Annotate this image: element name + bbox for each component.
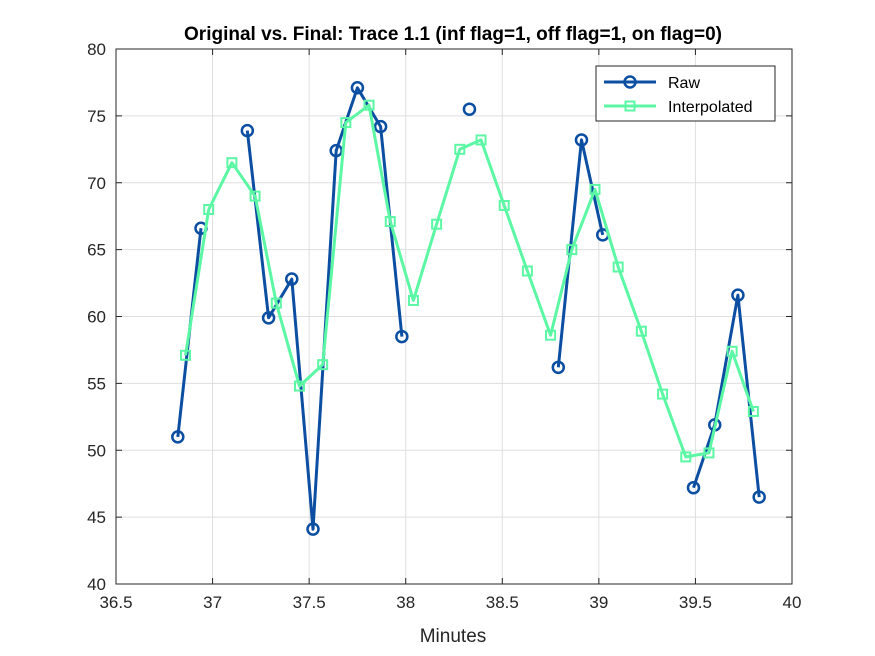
legend-label: Raw — [668, 75, 700, 92]
data-point — [454, 143, 466, 155]
data-point — [566, 244, 578, 256]
data-point — [551, 360, 566, 375]
data-point — [635, 325, 647, 337]
legend-swatch-marker — [624, 100, 636, 112]
data-point — [521, 265, 533, 277]
data-point — [306, 522, 320, 536]
y-tick-label: 50 — [87, 441, 106, 460]
x-axis-label: Minutes — [420, 626, 487, 647]
data-point — [373, 119, 388, 134]
chart-title: Original vs. Final: Trace 1.1 (inf flag=… — [184, 24, 722, 45]
y-tick-label: 65 — [87, 241, 106, 260]
x-tick-label: 39 — [589, 593, 608, 612]
data-point — [395, 329, 409, 344]
legend-box — [595, 65, 776, 122]
data-point — [285, 272, 299, 286]
data-point — [270, 297, 282, 309]
x-tick-label: 40 — [783, 593, 802, 612]
legend: Raw Interpolated — [595, 65, 776, 122]
data-point — [703, 447, 715, 459]
data-point — [680, 451, 692, 463]
data-point — [317, 359, 329, 371]
data-point — [545, 329, 557, 341]
legend-label: Interpolated — [668, 99, 753, 116]
data-point — [462, 102, 477, 116]
data-point — [350, 81, 365, 95]
data-point — [363, 99, 375, 111]
y-tick-label: 40 — [87, 575, 106, 594]
data-point — [203, 204, 215, 215]
data-point — [171, 430, 185, 444]
series-line — [556, 138, 605, 368]
data-point — [589, 183, 601, 195]
data-point — [747, 405, 759, 417]
data-point — [657, 388, 669, 400]
series-interpolated — [180, 99, 759, 463]
data-point — [431, 218, 443, 230]
tick-group: 36.5 37 37.5 38 38.5 39 39.5 40 40 45 50 55 60 65 70 75… — [87, 40, 801, 612]
data-point — [407, 294, 419, 306]
y-tick-label: 45 — [87, 508, 106, 527]
data-point — [686, 480, 701, 495]
data-point — [612, 261, 624, 273]
data-point — [574, 133, 589, 147]
y-tick-label: 70 — [87, 174, 106, 193]
data-point — [340, 117, 352, 129]
x-tick-label: 38.5 — [486, 593, 519, 612]
x-tick-label: 38 — [396, 593, 415, 612]
y-tick-label: 60 — [87, 308, 106, 327]
data-point — [293, 380, 305, 392]
plot-area: 36.5 37 37.5 38 38.5 39 39.5 40 40 45 50 55 60 65 70 75… — [87, 40, 801, 612]
x-tick-label: 37.5 — [293, 593, 326, 612]
y-tick-label: 55 — [87, 374, 106, 393]
data-point — [261, 311, 276, 325]
series-line — [184, 103, 755, 459]
data-point — [498, 199, 510, 211]
y-tick-label: 75 — [87, 107, 106, 126]
data-point — [226, 157, 238, 169]
data-point — [475, 134, 487, 146]
data-point — [752, 490, 766, 504]
data-point — [249, 190, 261, 202]
x-tick-label: 36.5 — [99, 593, 132, 612]
data-point — [726, 345, 738, 357]
data-point — [180, 349, 192, 361]
x-tick-label: 39.5 — [679, 593, 712, 612]
data-point — [384, 216, 396, 228]
data-point — [731, 288, 745, 302]
y-tick-label: 80 — [87, 40, 106, 59]
data-point — [240, 123, 255, 138]
x-tick-label: 37 — [203, 593, 222, 612]
legend-swatch-marker — [623, 75, 637, 89]
